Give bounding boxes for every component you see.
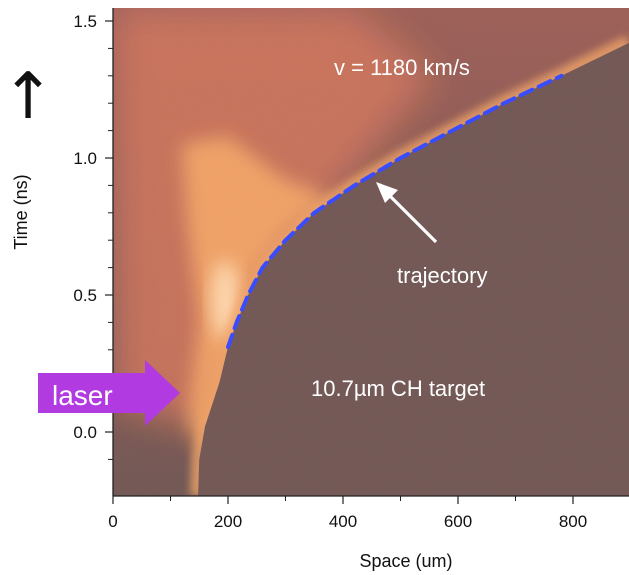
y-tick-label: 0.5 bbox=[73, 286, 97, 305]
x-tick-label: 800 bbox=[559, 512, 587, 531]
trajectory-arrow-icon bbox=[376, 182, 438, 244]
target-label: 10.7µm CH target bbox=[311, 376, 485, 401]
x-tick-label: 200 bbox=[214, 512, 242, 531]
heatmap-image bbox=[113, 8, 629, 496]
x-axis-title: Space (um) bbox=[359, 551, 452, 571]
trajectory-dashed-line bbox=[226, 73, 564, 350]
x-tick-label: 400 bbox=[329, 512, 357, 531]
y-tick-label: 1.5 bbox=[73, 12, 97, 31]
annotations: v = 1180 km/s trajectory 10.7µm CH targe… bbox=[38, 55, 487, 426]
axes: 0 200 400 600 800 0.0 0.5 1.0 1.5 Space (um) Ti… bbox=[1, 8, 629, 571]
trajectory-label: trajectory bbox=[397, 263, 487, 288]
time-arrow-icon: ↑ bbox=[1, 60, 55, 134]
noise-overlay bbox=[113, 8, 629, 496]
x-tick-label: 0 bbox=[108, 512, 117, 531]
laser-label: laser bbox=[52, 380, 113, 411]
y-axis-title: Time (ns) bbox=[11, 174, 31, 249]
y-tick-label: 0.0 bbox=[73, 423, 97, 442]
velocity-label: v = 1180 km/s bbox=[334, 55, 470, 80]
y-tick-label: 1.0 bbox=[73, 149, 97, 168]
x-tick-label: 600 bbox=[444, 512, 472, 531]
laser-arrow-icon bbox=[38, 360, 180, 426]
